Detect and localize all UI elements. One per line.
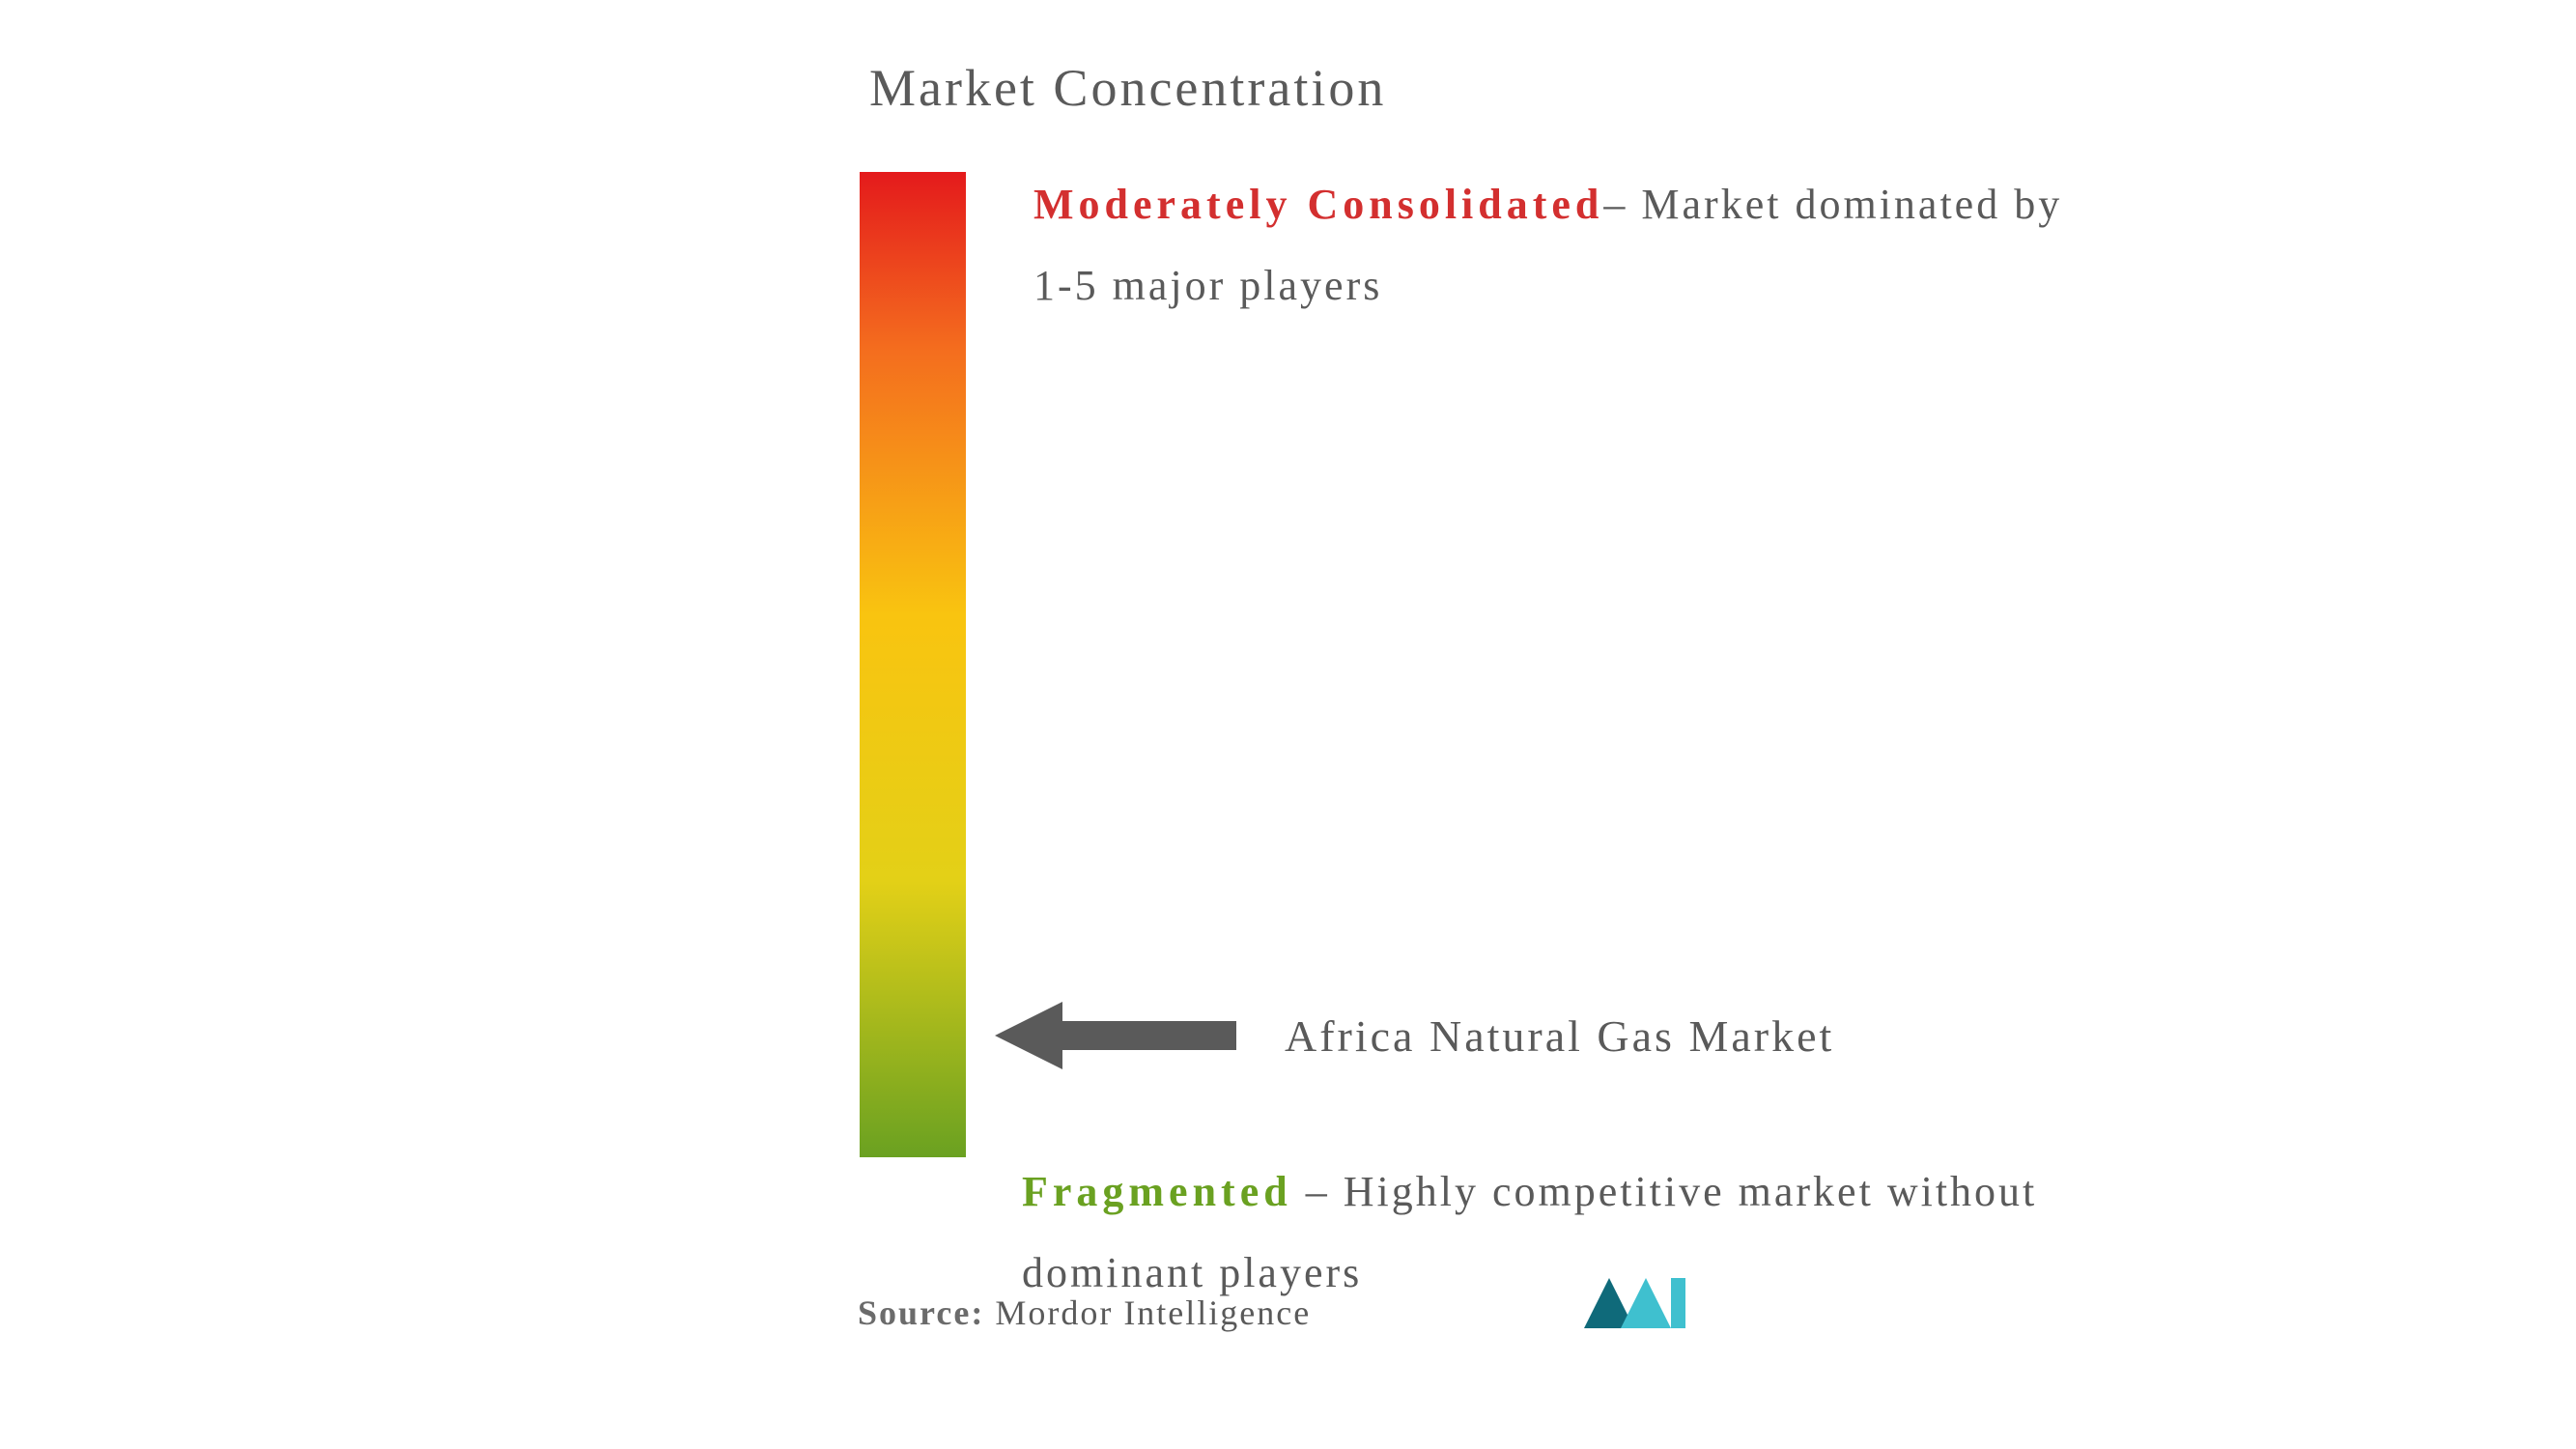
concentration-gradient-bar [860,172,966,1157]
consolidated-highlight: Moderately Consolidated [1033,181,1603,228]
consolidated-label: Moderately Consolidated– Market dominate… [1033,164,2096,326]
fragmented-label: Fragmented – Highly competitive market w… [1022,1151,2084,1313]
source-attribution: Source: Mordor Intelligence [858,1293,1311,1333]
source-label: Source: [858,1293,984,1332]
arrow-left-icon [995,1002,1236,1069]
market-name-label: Africa Natural Gas Market [1285,1010,1834,1062]
mordor-logo-icon [1584,1270,1685,1333]
market-pointer: Africa Natural Gas Market [995,1002,1834,1069]
logo-shape-3 [1671,1278,1685,1328]
page-title: Market Concentration [869,58,1386,118]
logo-shape-2 [1621,1278,1671,1328]
fragmented-highlight: Fragmented [1022,1168,1292,1215]
arrow-shape [995,1002,1236,1069]
source-value: Mordor Intelligence [984,1293,1311,1332]
